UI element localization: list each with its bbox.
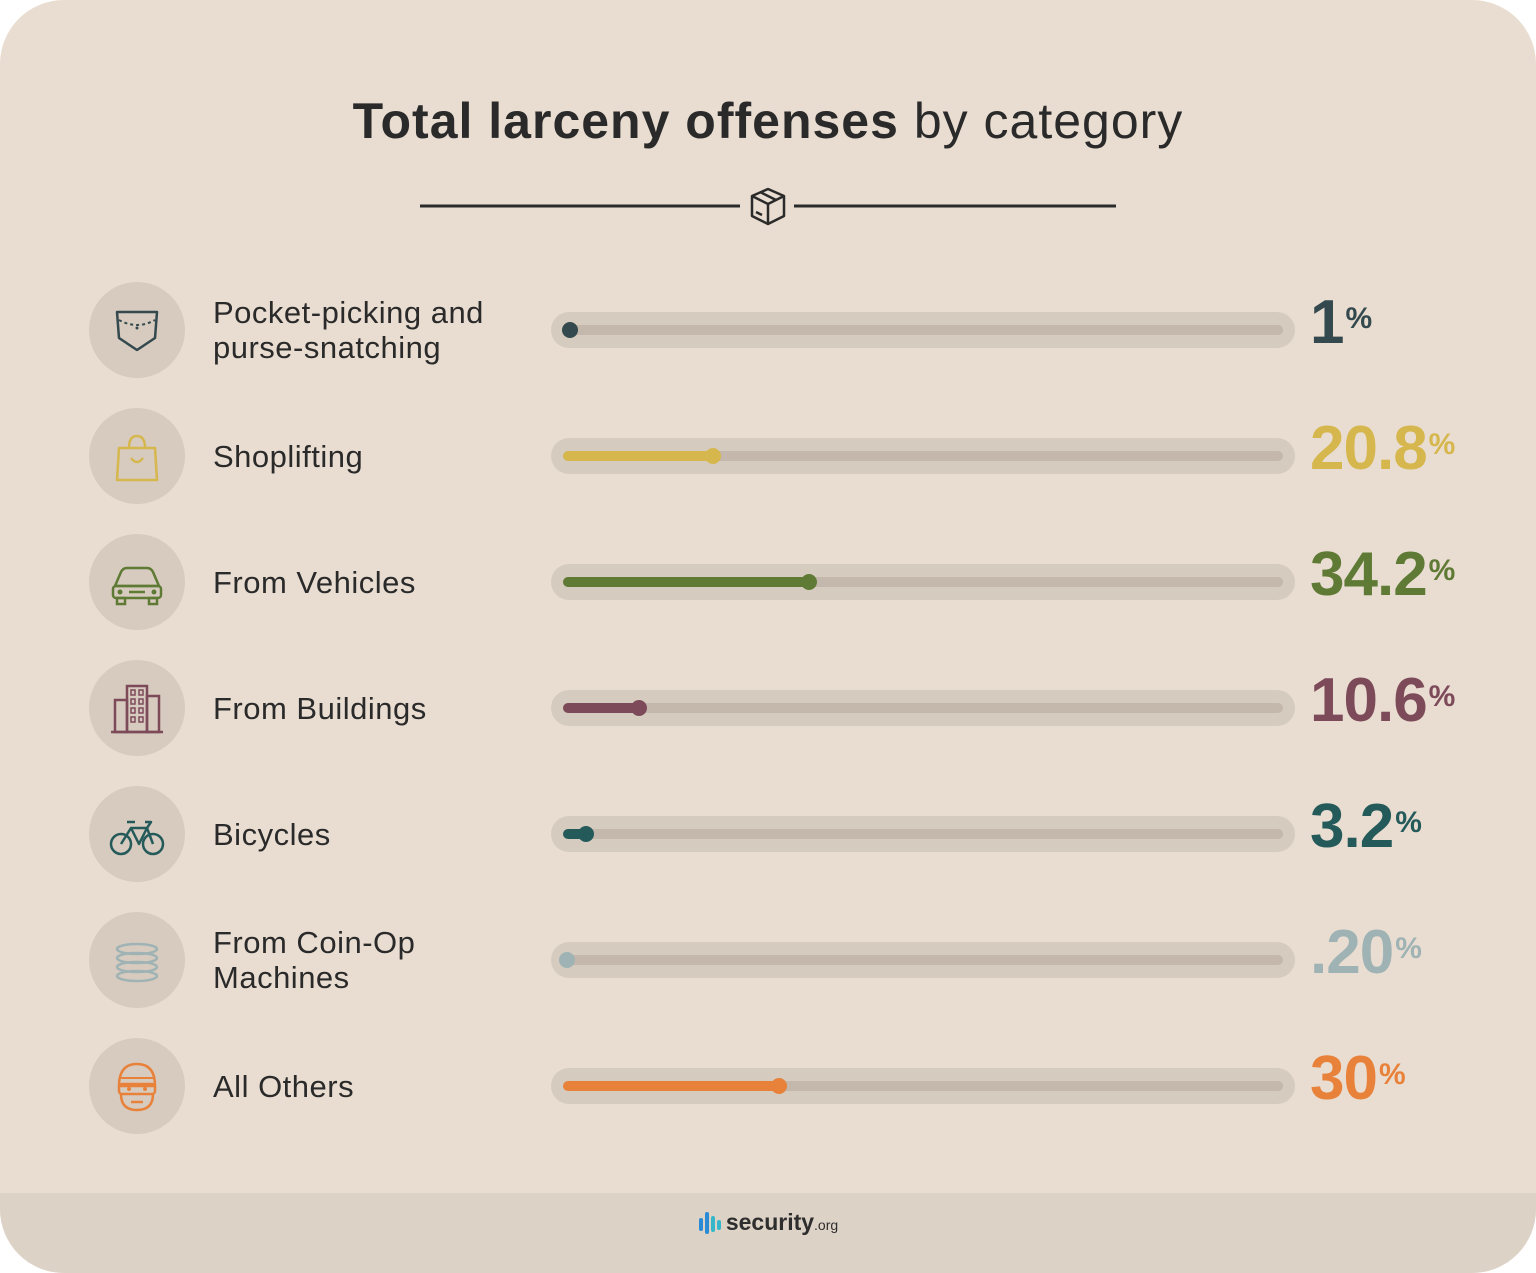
category-icon-circle — [89, 786, 185, 882]
data-label-number: 1 — [1310, 288, 1344, 357]
coins-icon — [115, 942, 159, 983]
bar-track-inner — [563, 700, 1283, 716]
bar-row: From Buildings 10.6% — [0, 658, 1536, 758]
bar-track — [551, 1068, 1295, 1104]
footer: security.org — [0, 1193, 1536, 1273]
thief-icon — [117, 1062, 157, 1112]
category-icon-circle — [89, 660, 185, 756]
title-bold: Total larceny offenses — [352, 93, 899, 149]
title-light: by category — [913, 93, 1184, 149]
data-label-percent: % — [1428, 680, 1456, 713]
bar-row: From Coin-Op Machines .20% — [0, 910, 1536, 1010]
bar-track — [551, 564, 1295, 600]
data-label: 20.8% — [1310, 414, 1456, 484]
bar-fill — [563, 451, 713, 461]
bar-track-inner — [563, 826, 1283, 842]
chart-title: Total larceny offenses by category — [0, 92, 1536, 150]
data-label-percent: % — [1428, 554, 1456, 587]
pocket-icon — [115, 310, 159, 352]
category-label: Shoplifting — [213, 438, 364, 474]
category-icon-circle — [89, 408, 185, 504]
bar-knob — [559, 952, 575, 968]
data-label-number: 20.8 — [1310, 414, 1428, 483]
category-label: All Others — [213, 1068, 355, 1104]
data-label-number: 34.2 — [1310, 540, 1428, 609]
data-label-number: 30 — [1310, 1044, 1378, 1113]
bar-track-inner — [563, 448, 1283, 464]
title-divider — [420, 187, 1116, 226]
category-label: Pocket-picking and purse-snatching — [213, 295, 484, 365]
bicycle-icon — [109, 820, 165, 856]
bar-track — [551, 942, 1295, 978]
bar-fill — [563, 1081, 779, 1091]
bar-track-inner — [559, 952, 1283, 968]
data-label-percent: % — [1395, 932, 1422, 965]
category-icon-circle — [89, 912, 185, 1008]
bar-row: Pocket-picking and purse-snatching 1% — [0, 280, 1536, 380]
data-label-percent: % — [1378, 1058, 1406, 1091]
bar-track — [551, 816, 1295, 852]
bar-row: All Others 30% — [0, 1036, 1536, 1136]
data-label-number: 3.2 — [1310, 792, 1394, 861]
shopping-bag-icon — [115, 434, 159, 482]
bar-knob — [562, 322, 579, 338]
data-label: 34.2% — [1310, 540, 1456, 610]
building-icon — [111, 684, 163, 734]
category-label: From Vehicles — [213, 564, 416, 600]
data-label: 3.2% — [1310, 792, 1422, 862]
bar-fill — [563, 577, 810, 587]
data-label: 30% — [1310, 1044, 1406, 1114]
bar-knob — [771, 1078, 787, 1094]
category-icon-circle — [89, 1038, 185, 1134]
car-icon — [111, 566, 163, 606]
bar-knob — [631, 700, 648, 716]
data-label: 1% — [1310, 288, 1372, 358]
bar-row: From Vehicles 34.2% — [0, 532, 1536, 632]
category-label: Bicycles — [213, 816, 331, 852]
bar-track-inner — [563, 574, 1283, 590]
brand-name: security — [725, 1209, 815, 1235]
bar-track-inner — [562, 322, 1283, 338]
bar-track — [551, 312, 1295, 348]
bar-fill — [563, 703, 640, 713]
category-icon-circle — [89, 282, 185, 378]
package-icon — [750, 187, 786, 226]
bar-knob — [578, 826, 595, 842]
logo-bars-icon — [698, 1211, 721, 1234]
data-label-number: 10.6 — [1310, 666, 1428, 735]
category-label: From Coin-Op Machines — [213, 925, 416, 995]
bar-track — [551, 438, 1295, 474]
brand-logo: security.org — [0, 1209, 1536, 1237]
bar-fill — [563, 829, 587, 839]
bar-row: Shoplifting 20.8% — [0, 406, 1536, 506]
data-label-percent: % — [1428, 428, 1456, 461]
category-icon-circle — [89, 534, 185, 630]
bar-track-inner — [563, 1078, 1283, 1094]
bar-track — [551, 690, 1295, 726]
bar-knob — [801, 574, 818, 590]
data-label-percent: % — [1345, 302, 1372, 335]
bar-knob — [704, 448, 721, 464]
data-label-number: .20 — [1310, 918, 1394, 987]
data-label: 10.6% — [1310, 666, 1456, 736]
bar-row: Bicycles 3.2% — [0, 784, 1536, 884]
category-label: From Buildings — [213, 690, 427, 726]
data-label-percent: % — [1395, 806, 1422, 839]
brand-suffix: .org — [814, 1217, 839, 1233]
data-label: .20% — [1310, 918, 1422, 988]
